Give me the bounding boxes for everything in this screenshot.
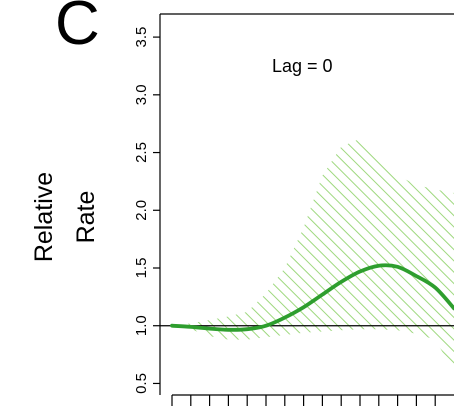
confidence-band-area (172, 138, 454, 372)
y-axis-label-line1: Relative (30, 172, 58, 262)
annotation-lag: Lag = 0 (272, 56, 333, 76)
y-axis-label-line2: Rate (72, 191, 100, 244)
y-tick-label: 1.5 (133, 258, 150, 279)
estimate-line (170, 263, 454, 332)
y-tick-label: 2.0 (133, 200, 150, 221)
y-tick-label: 2.5 (133, 142, 150, 163)
x-ticks (171, 394, 454, 406)
y-tick-label: 3.0 (133, 84, 150, 105)
estimate-line-layer (170, 263, 454, 332)
y-tick-label: 0.5 (133, 373, 150, 394)
y-tick-label: 1.0 (133, 315, 150, 336)
y-ticks: 0.5 1.0 1.5 2.0 2.5 3.0 3.5 (133, 27, 160, 394)
panel-letter: C (55, 0, 100, 58)
y-axis-label: Relative Rate (30, 172, 100, 262)
y-tick-label: 3.5 (133, 27, 150, 48)
confidence-band (172, 138, 454, 372)
